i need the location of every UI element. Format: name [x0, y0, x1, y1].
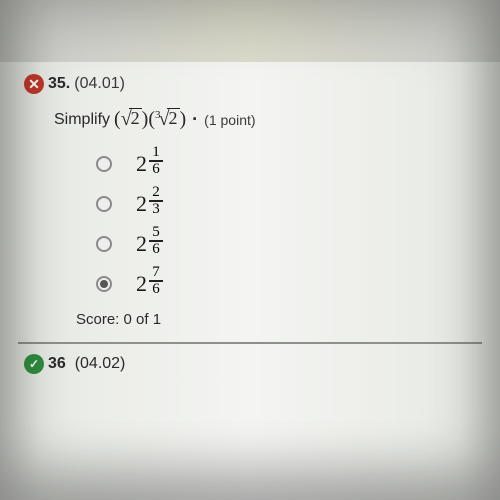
- times-dot: ·: [192, 109, 198, 130]
- option-b[interactable]: 2 2 3: [96, 191, 476, 217]
- score-line: Score: 0 of 1: [76, 311, 476, 328]
- fraction-exponent: 7 6: [149, 265, 163, 297]
- sqrt-2: 3 √ 2: [155, 108, 179, 131]
- question-prompt: Simplify ( √ 2 ) ( 3 √ 2 ) · (1 point): [54, 108, 476, 131]
- option-d[interactable]: 2 7 6: [96, 271, 476, 297]
- score-value: 0 of 1: [124, 311, 162, 328]
- radicand-1: 2: [129, 108, 142, 129]
- question-block: ✕ 35. (04.01) Simplify ( √ 2 ) ( 3 √ 2 )…: [0, 62, 500, 328]
- points-label: (1 point): [204, 112, 255, 128]
- radio-unchecked-icon[interactable]: [96, 236, 112, 252]
- next-question-header: ✓ 36 (04.02): [24, 354, 500, 374]
- divider: [18, 342, 482, 344]
- close-paren-2: ): [180, 108, 187, 131]
- radicand-2: 2: [167, 108, 180, 129]
- radio-checked-icon[interactable]: [96, 276, 112, 292]
- score-label: Score:: [76, 311, 119, 328]
- close-paren-1: ): [142, 108, 149, 131]
- radio-unchecked-icon[interactable]: [96, 196, 112, 212]
- question-number: 35.: [48, 75, 70, 93]
- option-a[interactable]: 2 1 6: [96, 151, 476, 177]
- question-header: ✕ 35. (04.01): [24, 74, 476, 94]
- question-standard: (04.01): [74, 75, 125, 93]
- prompt-verb: Simplify: [54, 111, 110, 129]
- fraction-exponent: 5 6: [149, 225, 163, 257]
- fraction-exponent: 2 3: [149, 185, 163, 217]
- option-b-value: 2 2 3: [136, 191, 163, 217]
- sqrt-1: √ 2: [121, 108, 142, 131]
- expression: ( √ 2 ) ( 3 √ 2 ): [114, 108, 186, 131]
- open-paren-1: (: [114, 108, 121, 131]
- correct-icon: ✓: [24, 354, 44, 374]
- option-c[interactable]: 2 5 6: [96, 231, 476, 257]
- option-a-value: 2 1 6: [136, 151, 163, 177]
- next-question-number: 36 (04.02): [48, 355, 125, 373]
- option-c-value: 2 5 6: [136, 231, 163, 257]
- open-paren-2: (: [148, 108, 155, 131]
- fraction-exponent: 1 6: [149, 145, 163, 177]
- options-group: 2 1 6 2 2 3 2: [96, 151, 476, 297]
- radio-unchecked-icon[interactable]: [96, 156, 112, 172]
- option-d-value: 2 7 6: [136, 271, 163, 297]
- top-blank-band: [0, 0, 500, 62]
- wrong-icon: ✕: [24, 74, 44, 94]
